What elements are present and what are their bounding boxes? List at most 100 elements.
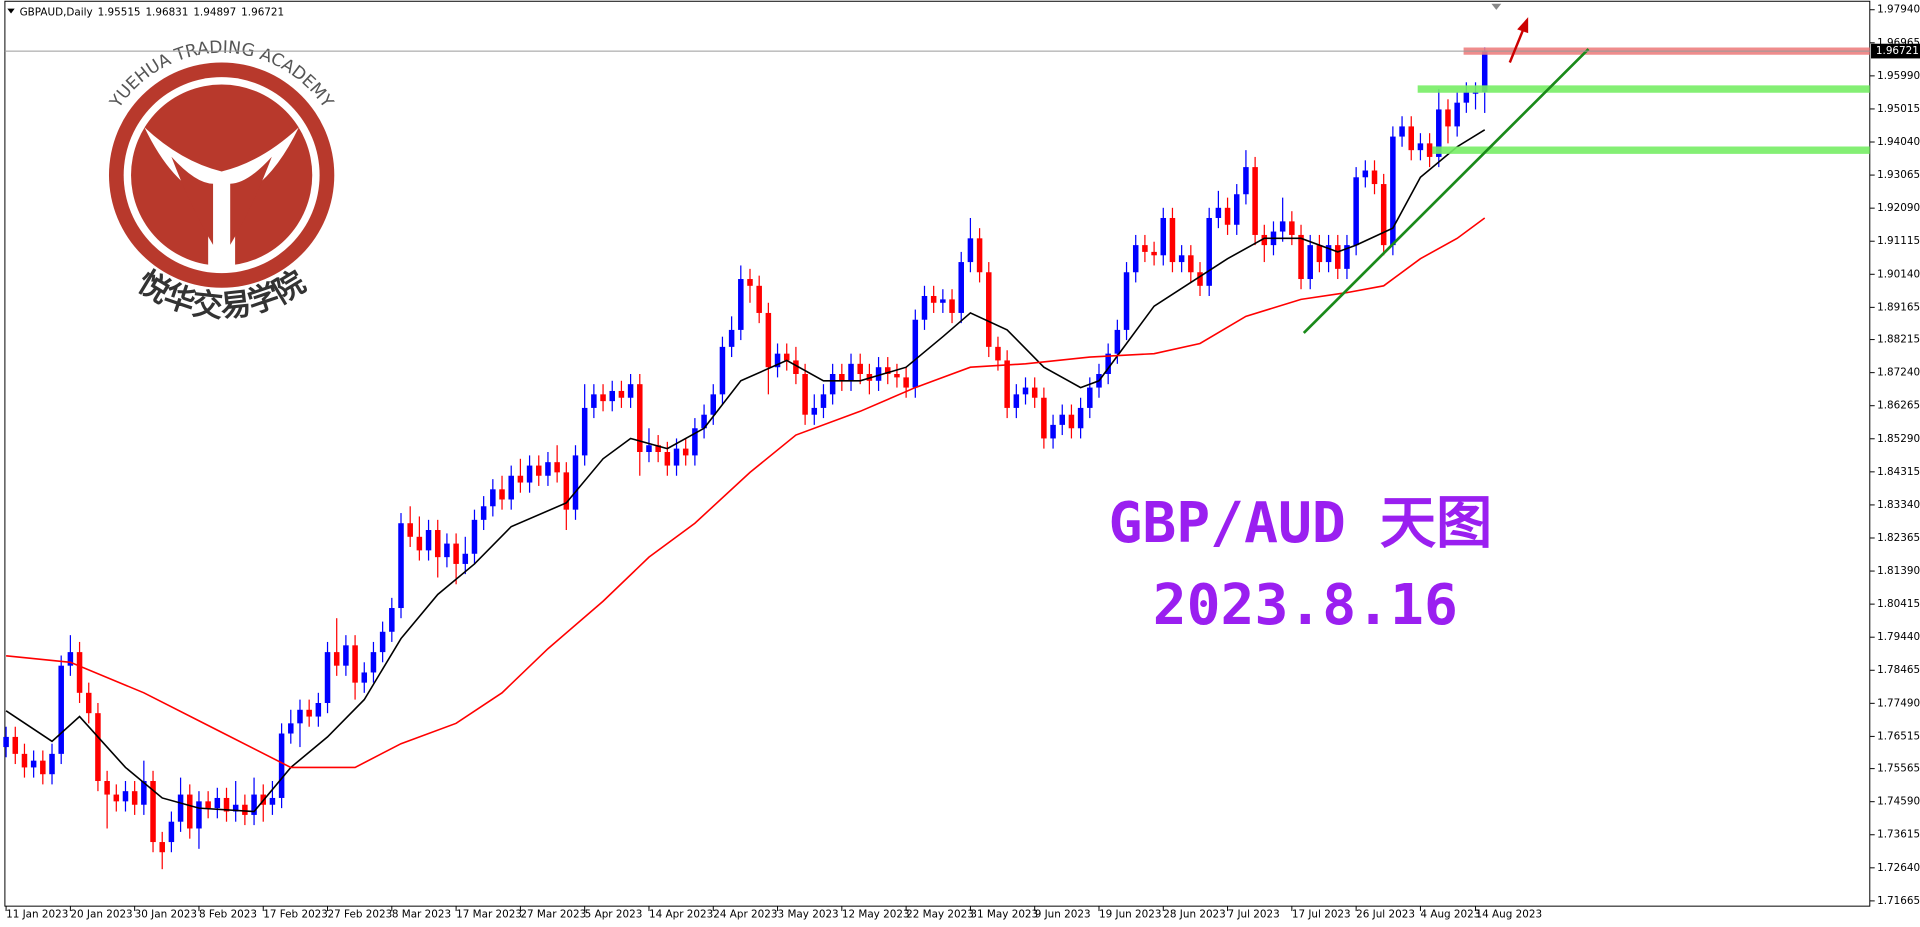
candle-body: [747, 279, 753, 286]
candle-body: [627, 384, 634, 398]
candle-body: [1445, 109, 1451, 127]
x-tick-label: 17 Mar 2023: [456, 909, 522, 921]
candle-body: [1123, 272, 1130, 330]
header: GBPAUD,Daily 1.95515 1.96831 1.94897 1.96721: [20, 6, 285, 18]
candle-body: [407, 523, 413, 537]
candle-body: [682, 448, 689, 456]
candle-body: [315, 702, 322, 717]
logo-mark: [144, 127, 299, 272]
candle-body: [1169, 217, 1176, 263]
candle-body: [930, 295, 937, 303]
candle-body: [379, 631, 386, 653]
y-tick-label: 1.73615: [1877, 829, 1920, 841]
candle-body: [554, 462, 560, 473]
candle-body: [1417, 143, 1424, 151]
candle-body: [398, 523, 404, 609]
candle-body: [646, 445, 652, 453]
candle-body: [343, 645, 349, 666]
candle-body: [40, 760, 46, 775]
candle-body: [829, 373, 836, 395]
candle-body: [536, 465, 542, 476]
candle-body: [756, 285, 762, 313]
x-tick-label: 24 Apr 2023: [713, 909, 777, 921]
candle-body: [361, 672, 368, 683]
candle-body: [1013, 394, 1020, 408]
x-tick-label: 8 Feb 2023: [199, 909, 257, 921]
x-tick-label: 3 May 2023: [778, 909, 839, 921]
candle-body: [563, 472, 570, 510]
candle-body: [1426, 143, 1433, 157]
y-tick-label: 1.76515: [1877, 730, 1920, 742]
y-tick-label: 1.74590: [1877, 796, 1920, 808]
candle-body: [820, 394, 827, 408]
candle-body: [58, 665, 64, 754]
y-tick-label: 1.88215: [1877, 334, 1920, 346]
candle-body: [591, 394, 597, 408]
y-tick-label: 1.95015: [1877, 103, 1920, 115]
candle-body: [1307, 245, 1313, 280]
candle-body: [1481, 51, 1488, 92]
trendline: [1302, 48, 1590, 334]
x-tick-label: 11 Jan 2023: [6, 909, 68, 921]
candle-body: [1463, 92, 1470, 103]
candle-body: [1472, 92, 1479, 94]
x-tick-label: 4 Aug 2023: [1420, 909, 1480, 921]
candle-body: [196, 801, 202, 829]
y-tick-label: 1.90140: [1877, 268, 1920, 280]
candle-body: [719, 346, 726, 395]
candle-body: [1041, 397, 1047, 439]
y-tick-label: 1.96965: [1877, 37, 1920, 49]
candle-body: [958, 262, 964, 313]
last-close: 1.96721: [241, 6, 284, 18]
candle-body: [490, 489, 496, 507]
x-tick-label: 28 Jun 2023: [1163, 909, 1226, 921]
candle-body: [1233, 194, 1240, 225]
candle-body: [232, 804, 239, 812]
candle-body: [49, 753, 55, 775]
candle-body: [664, 452, 671, 466]
candle-body: [839, 373, 845, 381]
y-tick-label: 1.83340: [1877, 499, 1920, 511]
y-tick-label: 1.85290: [1877, 433, 1920, 445]
y-tick-label: 1.79440: [1877, 631, 1920, 643]
x-tick-label: 31 May 2023: [970, 909, 1038, 921]
candle-body: [471, 519, 478, 554]
candle-body: [774, 353, 781, 368]
candle-body: [1197, 272, 1203, 286]
y-tick-label: 1.89165: [1877, 301, 1920, 313]
candle-body: [1316, 245, 1323, 263]
candle-body: [738, 279, 744, 330]
candle-body: [1399, 126, 1405, 137]
y-tick-label: 1.82365: [1877, 532, 1920, 544]
candle-body: [85, 692, 92, 714]
candle-body: [783, 353, 790, 361]
candle-body: [278, 733, 285, 798]
candle-body: [444, 543, 450, 558]
candle-body: [728, 329, 735, 347]
candle-body: [1068, 414, 1075, 429]
candle-body: [1178, 255, 1185, 263]
candle-body: [811, 407, 818, 415]
candle-body: [95, 713, 101, 782]
candle-body: [1408, 126, 1414, 151]
candle-body: [3, 736, 9, 748]
candle-body: [297, 709, 303, 724]
candle-body: [1325, 245, 1332, 263]
candle-body: [1114, 329, 1121, 354]
candle-body: [1188, 255, 1194, 273]
candle-body: [692, 428, 698, 456]
candle-body: [306, 709, 312, 717]
x-tick-label: 27 Mar 2023: [520, 909, 586, 921]
candle-body: [370, 652, 377, 673]
x-tick-label: 30 Jan 2023: [135, 909, 197, 921]
candle-body: [333, 652, 340, 666]
candle-body: [223, 797, 230, 812]
candle-body: [1362, 170, 1369, 178]
candle-body: [1132, 245, 1139, 273]
overlay-line: [5, 129, 1486, 813]
candle-body: [848, 363, 854, 381]
candle-body: [1252, 167, 1258, 235]
candle-body: [949, 299, 955, 313]
candle-body: [701, 414, 707, 429]
